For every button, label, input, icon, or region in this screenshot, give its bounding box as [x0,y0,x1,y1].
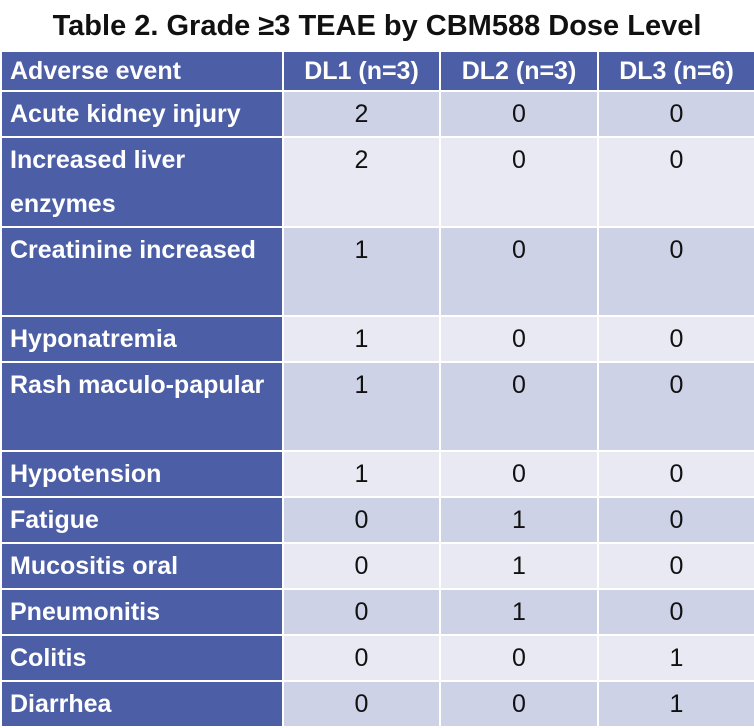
cell-dl1: 0 [282,588,441,636]
cell-dl2: 0 [439,680,599,728]
table-title: Table 2. Grade ≥3 TEAE by CBM588 Dose Le… [52,10,702,42]
row-label: Fatigue [0,496,284,544]
cell-dl1: 1 [282,361,441,452]
cell-dl2: 1 [439,542,599,590]
row-label: Diarrhea [0,680,284,728]
table-row: Mucositis oral 0 1 0 [0,542,754,590]
cell-dl2: 0 [439,634,599,682]
cell-dl1: 2 [282,136,441,228]
table-row: Rash maculo-papular 1 0 0 [0,361,754,452]
cell-dl1: 1 [282,226,441,317]
cell-dl2: 0 [439,90,599,138]
cell-dl3: 0 [597,315,754,363]
cell-dl2: 1 [439,588,599,636]
cell-dl1: 0 [282,680,441,728]
column-header-dl2: DL2 (n=3) [439,50,599,92]
cell-dl3: 1 [597,634,754,682]
cell-dl2: 0 [439,361,599,452]
header-row: Adverse event DL1 (n=3) DL2 (n=3) DL3 (n… [0,50,754,92]
cell-dl3: 0 [597,136,754,228]
cell-dl1: 0 [282,634,441,682]
row-label: Mucositis oral [0,542,284,590]
table-row: Creatinine increased 1 0 0 [0,226,754,317]
column-header-adverse-event: Adverse event [0,50,284,92]
cell-dl3: 0 [597,588,754,636]
table-row: Fatigue 0 1 0 [0,496,754,544]
table-row: Increased liver enzymes 2 0 0 [0,136,754,228]
table-row: Hyponatremia 1 0 0 [0,315,754,363]
cell-dl2: 1 [439,496,599,544]
table-row: Acute kidney injury 2 0 0 [0,90,754,138]
row-label: Colitis [0,634,284,682]
cell-dl1: 1 [282,315,441,363]
cell-dl3: 0 [597,542,754,590]
cell-dl1: 2 [282,90,441,138]
table-row: Pneumonitis 0 1 0 [0,588,754,636]
cell-dl1: 1 [282,450,441,498]
row-label: Hypotension [0,450,284,498]
table-row: Hypotension 1 0 0 [0,450,754,498]
cell-dl3: 0 [597,450,754,498]
row-label: Increased liver enzymes [0,136,284,228]
column-header-dl1: DL1 (n=3) [282,50,441,92]
column-header-dl3: DL3 (n=6) [597,50,754,92]
cell-dl2: 0 [439,315,599,363]
table-row: Diarrhea 0 0 1 [0,680,754,728]
page: Table 2. Grade ≥3 TEAE by CBM588 Dose Le… [0,10,754,728]
cell-dl1: 0 [282,496,441,544]
row-label: Acute kidney injury [0,90,284,138]
cell-dl3: 0 [597,361,754,452]
adverse-event-table: Adverse event DL1 (n=3) DL2 (n=3) DL3 (n… [0,50,754,728]
table-row: Colitis 0 0 1 [0,634,754,682]
row-label: Creatinine increased [0,226,284,317]
cell-dl3: 0 [597,226,754,317]
cell-dl3: 0 [597,496,754,544]
row-label: Hyponatremia [0,315,284,363]
cell-dl2: 0 [439,226,599,317]
cell-dl2: 0 [439,136,599,228]
cell-dl2: 0 [439,450,599,498]
cell-dl3: 0 [597,90,754,138]
cell-dl1: 0 [282,542,441,590]
row-label: Rash maculo-papular [0,361,284,452]
row-label: Pneumonitis [0,588,284,636]
cell-dl3: 1 [597,680,754,728]
